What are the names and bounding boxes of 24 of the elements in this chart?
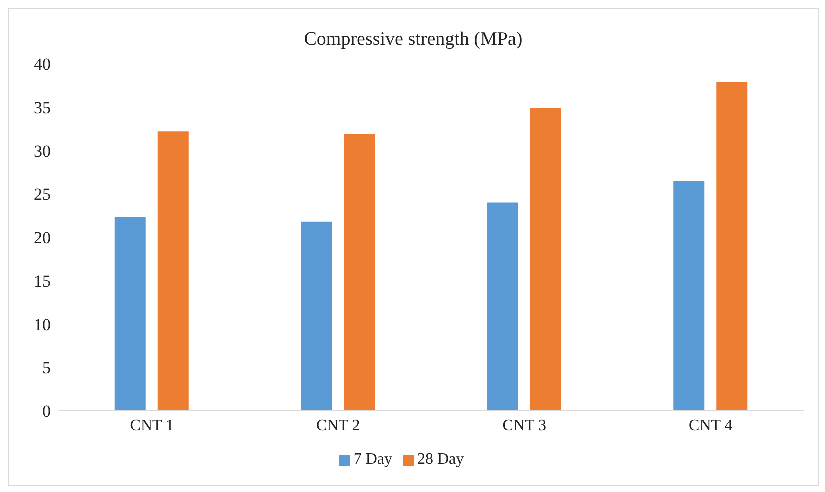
x-tick-label: CNT 1 [130,417,174,434]
bar [716,82,748,411]
bar [344,134,376,411]
y-tick-label: 35 [34,98,51,118]
y-tick-label: 20 [34,228,51,248]
x-tick-label: CNT 3 [502,417,546,434]
bar [530,108,562,411]
y-tick-label: 30 [34,142,51,161]
y-tick-label: 40 [34,55,51,74]
legend-label: 28 Day [418,451,464,468]
legend-label: 7 Day [354,451,392,468]
x-tick-label: CNT 2 [316,417,360,434]
y-tick-label: 10 [34,315,51,334]
bar [301,222,332,411]
y-tick-label: 15 [34,272,51,291]
bar [487,202,518,411]
y-tick-label: 25 [34,185,51,204]
chart-title: Compressive strength (MPa) [303,29,524,51]
y-tick-label: 5 [42,358,51,378]
bar [674,181,705,411]
y-tick-label: 0 [42,402,51,422]
bar [158,132,189,411]
bar [114,218,146,411]
x-tick-label: CNT 4 [689,417,733,434]
